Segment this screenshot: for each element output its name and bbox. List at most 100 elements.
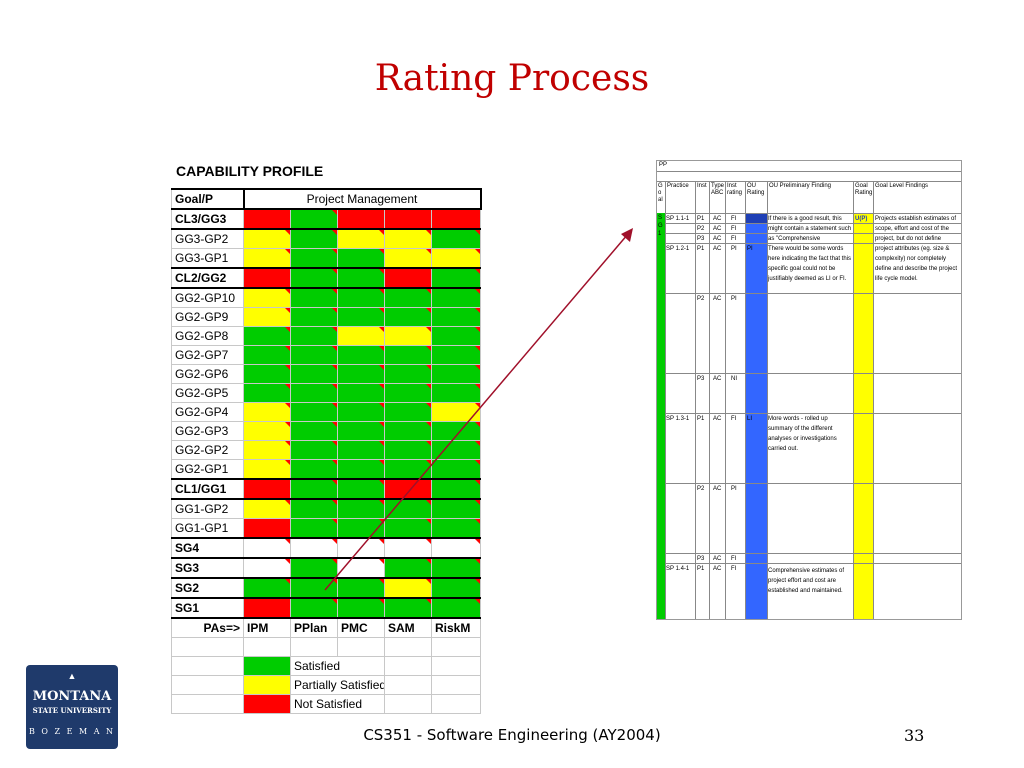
rating-cell xyxy=(431,345,481,365)
rating-cell xyxy=(431,402,481,422)
rating-cell xyxy=(431,307,481,327)
sheet-pp-label: PP xyxy=(659,162,668,168)
comment-marker xyxy=(426,460,431,465)
comment-marker xyxy=(285,422,290,427)
comment-marker xyxy=(379,249,384,254)
comment-marker xyxy=(475,560,480,564)
type-cell: AC xyxy=(713,236,722,242)
rating-cell xyxy=(431,267,481,289)
inst-rating-cell: PI xyxy=(731,296,737,302)
row-label: CL1/GG1 xyxy=(171,478,244,500)
comment-marker xyxy=(475,270,480,274)
inst-rating-cell: FI xyxy=(731,566,737,572)
rating-cell xyxy=(337,421,385,441)
inst-rating-cell: NI xyxy=(731,376,737,382)
ou-rating-cell: PI xyxy=(747,246,753,252)
page-number: 33 xyxy=(904,726,925,745)
capability-table: Goal/P Project Management CL3/GG3 GG3-GP2 GG… xyxy=(171,188,482,714)
inst-cell: P1 xyxy=(697,246,705,252)
inst-cell: P1 xyxy=(697,216,705,222)
practice-cell: SP 1.3-1 xyxy=(666,416,690,422)
comment-marker xyxy=(332,384,337,389)
comment-marker xyxy=(285,230,290,235)
comment-marker xyxy=(379,308,384,313)
logo-emblem: ▲ xyxy=(67,671,77,681)
goal-letters: S G 1 xyxy=(658,215,663,237)
inst-cell: P3 xyxy=(697,236,705,242)
rating-cell xyxy=(384,228,432,249)
rating-cell xyxy=(431,459,481,480)
comment-marker xyxy=(426,519,431,524)
comment-marker xyxy=(285,346,290,351)
row-label: GG2-GP2 xyxy=(171,440,244,460)
rating-cell xyxy=(290,597,338,619)
comment-marker xyxy=(475,422,480,427)
comment-marker xyxy=(332,249,337,254)
table-row: GG3-GP1 xyxy=(171,248,481,269)
comment-marker xyxy=(332,365,337,370)
inst-rating-cell: FI xyxy=(731,236,737,242)
rating-cell xyxy=(431,440,481,460)
comment-marker xyxy=(285,249,290,254)
comment-marker xyxy=(379,365,384,370)
comment-marker xyxy=(475,481,480,485)
table-row: GG2-GP7 xyxy=(171,345,481,365)
rating-cell xyxy=(384,518,432,539)
legend-row: Satisfied xyxy=(171,656,481,676)
table-row: GG2-GP6 xyxy=(171,364,481,384)
finding-2: There would be some words here indicatin… xyxy=(768,246,852,282)
rating-cell xyxy=(431,518,481,539)
rating-cell xyxy=(290,498,338,519)
comment-marker xyxy=(426,403,431,408)
rating-cell xyxy=(337,326,385,346)
rating-cell xyxy=(243,364,291,384)
rating-cell xyxy=(384,498,432,519)
inst-cell: P2 xyxy=(697,226,705,232)
row-label: SG2 xyxy=(171,577,244,599)
rating-cell xyxy=(384,421,432,441)
sheet-col xyxy=(745,181,746,619)
comment-marker xyxy=(426,346,431,351)
comment-marker xyxy=(379,500,384,505)
row-label: GG1-GP1 xyxy=(171,518,244,539)
rating-cell xyxy=(337,402,385,422)
comment-marker xyxy=(285,384,290,389)
table-row: GG2-GP5 xyxy=(171,383,481,403)
inst-rating-cell: FI xyxy=(731,226,737,232)
row-label: SG4 xyxy=(171,537,244,559)
rating-cell xyxy=(290,267,338,289)
comment-marker xyxy=(285,403,290,408)
comment-marker xyxy=(332,270,337,274)
inst-cell: P3 xyxy=(697,376,705,382)
comment-marker xyxy=(426,422,431,427)
comment-marker xyxy=(379,580,384,584)
comment-marker xyxy=(379,403,384,408)
rating-cell xyxy=(431,557,481,579)
rating-cell xyxy=(384,345,432,365)
sheet-row-line xyxy=(665,243,961,244)
rating-cell xyxy=(431,208,481,230)
sheet-line xyxy=(657,181,961,182)
comment-marker xyxy=(332,403,337,408)
comment-marker xyxy=(285,519,290,524)
comment-marker xyxy=(475,249,480,254)
sheet-row-line xyxy=(665,293,961,294)
row-label: GG3-GP1 xyxy=(171,248,244,269)
comment-marker xyxy=(285,289,290,294)
footer-title: CS351 - Software Engineering (AY2004) xyxy=(363,726,661,744)
comment-marker xyxy=(475,403,480,408)
comment-marker xyxy=(285,481,290,485)
rating-cell xyxy=(384,402,432,422)
comment-marker xyxy=(285,308,290,313)
rating-cell xyxy=(431,597,481,619)
comment-marker xyxy=(379,346,384,351)
comment-marker xyxy=(332,422,337,427)
row-label: GG2-GP3 xyxy=(171,421,244,441)
table-row: SG2 xyxy=(171,577,481,599)
rating-cell xyxy=(243,267,291,289)
row-label: GG2-GP7 xyxy=(171,345,244,365)
rating-cell xyxy=(337,267,385,289)
rating-cell xyxy=(290,364,338,384)
rating-cell xyxy=(384,208,432,230)
rating-cell xyxy=(243,440,291,460)
